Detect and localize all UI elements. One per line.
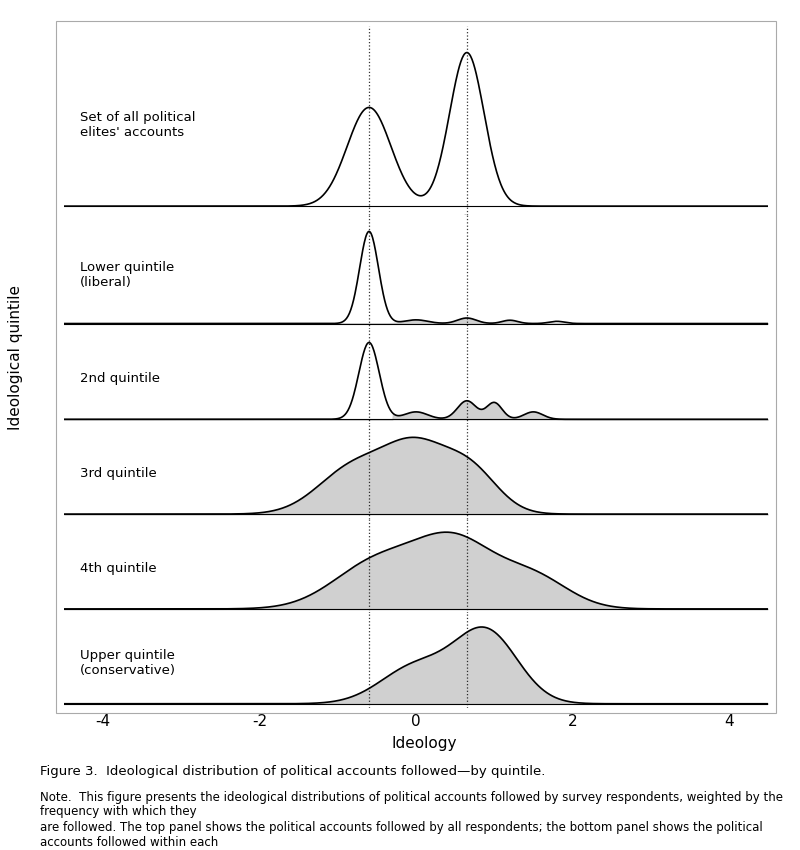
Text: Ideology: Ideology xyxy=(391,736,457,751)
Text: Lower quintile
(liberal): Lower quintile (liberal) xyxy=(80,261,174,289)
Text: Set of all political
elites' accounts: Set of all political elites' accounts xyxy=(80,110,195,139)
Text: Note.  This figure presents the ideological distributions of political accounts : Note. This figure presents the ideologic… xyxy=(40,790,783,850)
Text: Ideological quintile: Ideological quintile xyxy=(9,285,23,429)
Text: 4th quintile: 4th quintile xyxy=(80,562,156,575)
Text: Clinton: Clinton xyxy=(362,213,375,258)
Text: Upper quintile
(conservative): Upper quintile (conservative) xyxy=(80,649,176,677)
Text: 3rd quintile: 3rd quintile xyxy=(80,467,156,480)
Text: Trump: Trump xyxy=(460,213,474,252)
Text: 2nd quintile: 2nd quintile xyxy=(80,372,160,385)
Text: Figure 3.  Ideological distribution of political accounts followed—by quintile.: Figure 3. Ideological distribution of po… xyxy=(40,765,546,778)
